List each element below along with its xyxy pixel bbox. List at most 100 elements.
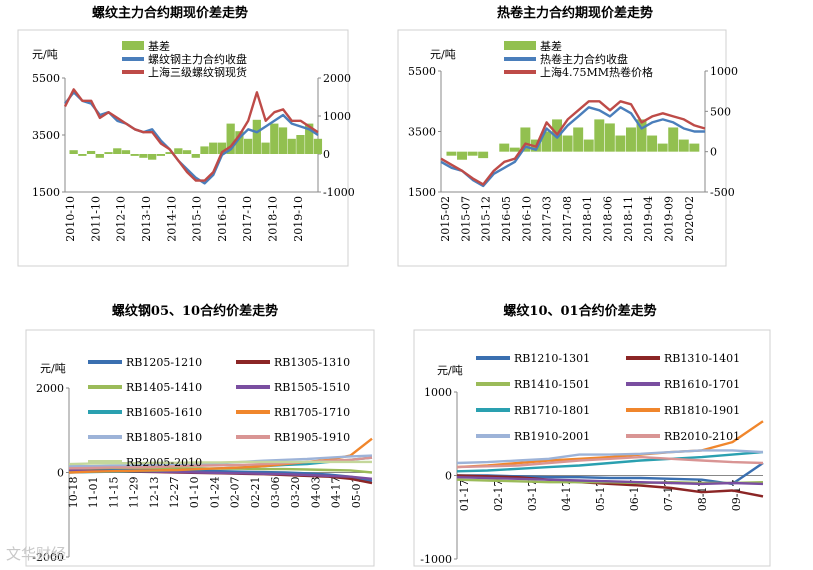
- legend-label: RB1805-1810: [126, 431, 202, 444]
- basis-bar: [457, 151, 467, 160]
- series-line: [456, 450, 764, 473]
- chart4-title: 螺纹10、01合约价差走势: [503, 304, 657, 319]
- x-tick-label: 08-17: [696, 480, 709, 512]
- legend-label: 上海三级螺纹钢现货: [148, 65, 247, 79]
- basis-bar: [583, 139, 594, 152]
- basis-bar: [165, 152, 174, 154]
- basis-bar: [121, 150, 131, 154]
- basis-bar: [647, 135, 658, 152]
- x-tick-label: 03-06: [269, 477, 282, 509]
- y2-tick-label: -500: [710, 186, 735, 199]
- basis-bar: [562, 135, 573, 152]
- x-tick-label: 02-21: [249, 477, 262, 509]
- legend-label: 基差: [540, 39, 562, 53]
- series-line: [456, 455, 764, 469]
- x-tick-label: 06-17: [628, 480, 641, 512]
- chart3-title: 螺纹钢05、10合约价差走势: [111, 304, 279, 319]
- basis-bar: [594, 119, 605, 152]
- series-line: [456, 476, 764, 486]
- x-tick-label: 01-24: [208, 477, 221, 509]
- y-tick-label: 3500: [32, 129, 60, 142]
- basis-bar: [313, 138, 323, 154]
- legend-label: RB1610-1701: [664, 378, 740, 391]
- basis-bar: [446, 151, 457, 156]
- basis-bar: [148, 154, 157, 160]
- legend-label: RB1910-2001: [514, 430, 590, 443]
- basis-bar: [573, 127, 584, 152]
- basis-bar: [478, 151, 489, 159]
- legend-label: RB1810-1901: [664, 404, 740, 417]
- x-tick-label: 2017-08: [561, 196, 574, 242]
- y2-tick-label: 0: [323, 148, 330, 161]
- legend-label: RB1605-1610: [126, 406, 202, 419]
- y-tick-label: 5500: [32, 72, 60, 85]
- x-tick-label: 2018-11: [622, 196, 635, 242]
- y2-tick-label: 0: [710, 146, 717, 159]
- basis-bar: [270, 123, 279, 154]
- x-tick-label: 11-15: [107, 477, 120, 509]
- x-tick-label: 2010-10: [64, 196, 77, 242]
- y2-tick-label: 500: [710, 105, 731, 118]
- x-tick-label: 2018-01: [581, 196, 594, 242]
- legend-label: RB2005-2010: [126, 456, 202, 469]
- basis-bar: [509, 147, 520, 152]
- series-line: [68, 467, 373, 483]
- legend-label: RB1505-1510: [274, 381, 350, 394]
- y2-tick-label: 2000: [323, 72, 351, 85]
- y-tick-label: 1000: [424, 386, 452, 399]
- basis-bar: [200, 146, 209, 154]
- basis-bar: [668, 127, 679, 152]
- x-tick-label: 05-17: [594, 480, 607, 512]
- x-tick-label: 12-13: [148, 477, 161, 509]
- x-tick-label: 2015-10: [191, 196, 204, 242]
- x-tick-label: 10-18: [67, 477, 80, 509]
- series-line: [456, 474, 764, 498]
- legend-swatch: [122, 41, 144, 50]
- basis-bar: [278, 127, 288, 154]
- y-tick-label: -2000: [32, 551, 64, 564]
- series-line: [456, 420, 764, 469]
- basis-bar: [95, 154, 104, 158]
- y-axis-unit: 元/吨: [40, 362, 66, 375]
- basis-bar: [626, 127, 636, 152]
- x-tick-label: 03-17: [526, 480, 539, 512]
- x-tick-label: 2015-12: [480, 196, 493, 242]
- y-tick-label: 2000: [36, 382, 64, 395]
- basis-bar: [174, 148, 183, 154]
- x-tick-label: 05-01: [350, 477, 363, 509]
- basis-bar: [69, 150, 78, 154]
- basis-bar: [287, 138, 296, 154]
- basis-bar: [252, 119, 261, 154]
- y2-tick-label: 1000: [710, 65, 738, 78]
- y2-tick-label: 1000: [323, 110, 351, 123]
- x-tick-label: 2019-10: [292, 196, 305, 242]
- basis-bar: [296, 135, 305, 154]
- basis-bar: [139, 154, 148, 158]
- basis-bar: [235, 131, 244, 154]
- x-tick-label: 04-17: [560, 480, 573, 512]
- x-tick-label: 07-17: [662, 480, 675, 512]
- series-line: [456, 449, 764, 465]
- basis-bar: [226, 123, 235, 154]
- y-tick-label: 0: [445, 470, 452, 483]
- basis-bar: [217, 142, 227, 154]
- legend-label: RB1405-1410: [126, 381, 202, 394]
- basis-bar: [604, 123, 615, 152]
- legend-label: RB1205-1210: [126, 356, 202, 369]
- x-tick-label: 04-03: [309, 477, 322, 509]
- legend-label: RB1710-1801: [514, 404, 590, 417]
- y-axis-unit: 元/吨: [430, 48, 456, 61]
- y2-tick-label: -1000: [323, 186, 355, 199]
- x-tick-label: 01-17: [458, 480, 471, 512]
- basis-bar: [209, 142, 218, 154]
- legend-label: RB1410-1501: [514, 378, 590, 391]
- chart-frame: [17, 29, 349, 267]
- basis-bar: [689, 143, 700, 152]
- y-tick-label: 5500: [408, 65, 436, 78]
- x-tick-label: 03-20: [289, 477, 302, 509]
- basis-bar: [678, 139, 689, 152]
- basis-bar: [541, 131, 552, 152]
